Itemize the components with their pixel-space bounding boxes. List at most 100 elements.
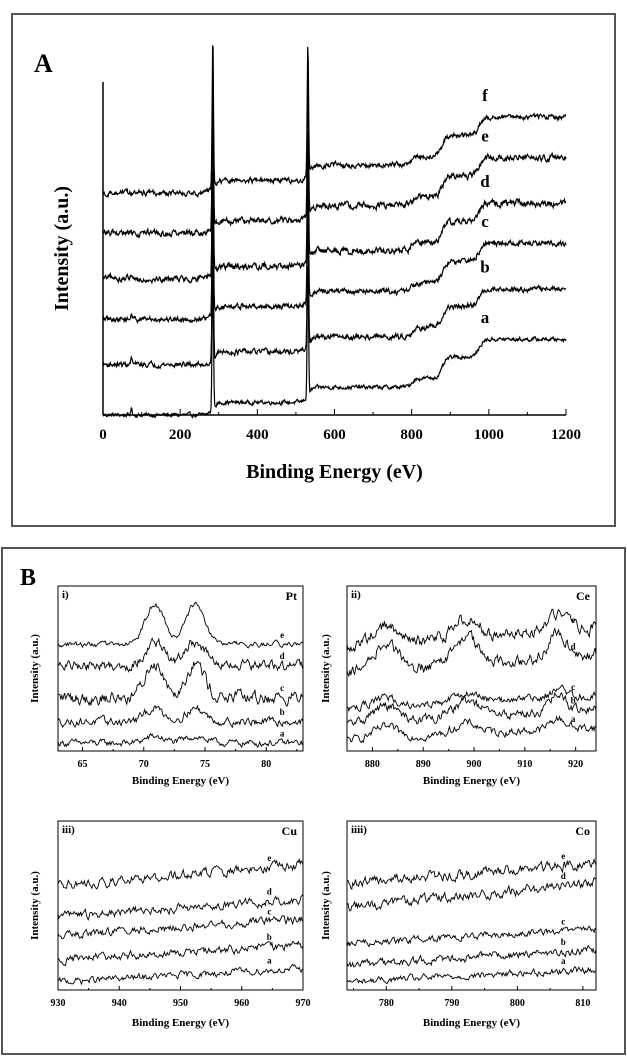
panel-b-iiii-series-d-line <box>346 876 597 912</box>
panel-b-iii-element-label: Cu <box>282 824 298 838</box>
panel-b-i-series-d-line <box>57 637 304 673</box>
panel-b-ii-series-e-label: e <box>571 615 575 625</box>
panel-b-iii-tag: iii) <box>62 824 75 836</box>
panel-b-iii-x-tick-label: 970 <box>296 998 311 1009</box>
panel-b-iii-series-b-line <box>57 940 304 967</box>
panel-b-i-x-axis-label: Binding Energy (eV) <box>132 775 230 787</box>
panel-a-series-a-line <box>102 266 567 419</box>
panel-b-i-series-c-line <box>57 660 304 707</box>
panel-a-x-tick-label: 800 <box>400 427 423 443</box>
panel-b-iii-series-e-label: e <box>267 853 271 863</box>
panel-b-iiii-x-tick-label: 780 <box>379 998 394 1009</box>
panel-a-series-d-label: d <box>480 172 490 191</box>
panel-b-i-series-b-label: b <box>280 707 285 717</box>
panel-b-ii-tag: ii) <box>351 589 361 601</box>
panel-a-series-a-label: a <box>481 308 490 327</box>
panel-b-frame <box>1 547 626 1055</box>
panel-b-iii-x-tick-label: 930 <box>51 998 66 1009</box>
panel-a-series-b-label: b <box>480 258 489 277</box>
panel-b-ii-x-tick-label: 900 <box>467 759 482 770</box>
charts-layer: 0 200 400 600 800 1000 1200 Binding Energy (eV)… <box>29 45 597 1029</box>
panel-b-letter: B <box>20 565 36 591</box>
panel-b-iiii-x-axis-label: Binding Energy (eV) <box>423 1017 521 1029</box>
panel-b-i-x-tick-label: 65 <box>78 759 88 770</box>
panel-a-series-e-line <box>102 84 567 239</box>
panel-b-ii-series-c-label: c <box>571 682 575 692</box>
panel-b-i-x-tick-label: 75 <box>200 759 210 770</box>
panel-b-i-series-a-label: a <box>280 728 285 738</box>
panel-b-iii-x-tick-label: 950 <box>173 998 188 1009</box>
panel-a-series-f-label: f <box>482 86 488 105</box>
panel-b-iii-series-c-line <box>57 915 304 940</box>
panel-b-i-series-a-line <box>57 732 304 749</box>
panel-b-iiii-series-b-label: b <box>561 937 566 947</box>
panel-b-iiii-series-e-line <box>346 857 597 891</box>
panel-a-x-tick-label: 200 <box>169 427 192 443</box>
panel-a-series-e-label: e <box>481 126 489 145</box>
panel-b-i-series-e-line <box>57 601 304 649</box>
panel-b-iiii-series-a-line <box>346 965 597 985</box>
panel-b-iiii-x-tick-label: 790 <box>444 998 459 1009</box>
panel-b-iiii-element-label: Co <box>575 824 590 838</box>
panel-b-iiii-series-c-label: c <box>561 916 565 926</box>
panel-b-i-element-label: Pt <box>286 589 297 603</box>
panel-a-x-tick-label: 600 <box>323 427 346 443</box>
panel-b-ii-plot-frame <box>346 585 597 752</box>
panel-b-ii-series-b-label: b <box>571 696 576 706</box>
panel-a-series-f-line <box>102 45 567 199</box>
panel-a-x-tick-label: 1200 <box>551 427 581 443</box>
panel-a-x-tick-label: 1000 <box>474 427 504 443</box>
panel-b-ii-series-a-label: a <box>571 714 576 724</box>
panel-b-i-series-e-label: e <box>280 630 284 640</box>
panel-b-iiii-x-tick-label: 810 <box>575 998 590 1009</box>
panel-b-ii-y-axis-label: Intensity (a.u.) <box>320 634 332 703</box>
panel-b-i-series-b-line <box>57 704 304 729</box>
panel-b-iiii-series-e-label: e <box>561 851 565 861</box>
panel-b-i-tag: i) <box>62 589 69 601</box>
panel-b-i-series-d-label: d <box>280 651 285 661</box>
panel-b-iii-y-axis-label: Intensity (a.u.) <box>29 871 41 940</box>
panel-a-x-tick-label: 0 <box>99 427 107 443</box>
panel-b-iii-series-a-line <box>57 963 304 986</box>
panel-b-ii-series-e-line <box>346 608 597 653</box>
panel-b-ii-element-label: Ce <box>576 589 591 603</box>
panel-b-ii-x-tick-label: 910 <box>517 759 532 770</box>
panel-b-i-x-tick-label: 70 <box>139 759 149 770</box>
panel-b-iiii-series-a-label: a <box>561 956 566 966</box>
panel-b-iii-series-e-line <box>57 857 304 890</box>
panel-b-iiii-series-b-line <box>346 944 597 968</box>
panel-a-x-tick-label: 400 <box>246 427 269 443</box>
panel-a-x-axis-label: Binding Energy (eV) <box>246 461 423 483</box>
panel-b-ii-x-tick-label: 880 <box>365 759 380 770</box>
panel-a-series-b-line <box>102 214 567 370</box>
panel-a-series-c-line <box>102 170 567 325</box>
panel-b-i-y-axis-label: Intensity (a.u.) <box>29 634 41 703</box>
panel-b-ii-series-a-line <box>346 714 597 744</box>
panel-a-series-c-label: c <box>481 212 489 231</box>
panel-a-frame <box>11 13 616 527</box>
panel-b-ii-x-axis-label: Binding Energy (eV) <box>423 775 521 787</box>
panel-b-iiii-y-axis-label: Intensity (a.u.) <box>320 871 332 940</box>
panel-b-i-x-tick-label: 80 <box>261 759 271 770</box>
panel-a-series-d-line <box>102 129 567 285</box>
panel-a-letter: A <box>34 49 53 78</box>
panel-b-iiii-series-d-label: d <box>561 871 566 881</box>
panel-a-y-axis-label: Intensity (a.u.) <box>51 186 73 311</box>
panel-b-iiii-x-tick-label: 800 <box>510 998 525 1009</box>
panel-b-iii-x-tick-label: 940 <box>112 998 127 1009</box>
panel-b-iii-series-b-label: b <box>267 932 272 942</box>
panel-b-iii-series-c-label: c <box>267 907 271 917</box>
panel-b-iii-x-tick-label: 960 <box>234 998 249 1009</box>
panel-b-iiii-series-c-line <box>346 925 597 948</box>
panel-b-ii-series-c-line <box>346 684 597 713</box>
panel-b-ii-series-d-label: d <box>571 641 576 651</box>
panel-b-ii-x-tick-label: 890 <box>416 759 431 770</box>
panel-b-ii-series-d-line <box>346 627 597 678</box>
panel-b-iii-series-a-label: a <box>267 956 272 966</box>
panel-b-iii-series-d-line <box>57 893 304 921</box>
panel-b-ii-x-tick-label: 920 <box>568 759 583 770</box>
panel-b-ii-series-b-line <box>346 691 597 726</box>
panel-b-iiii-plot-frame <box>346 820 597 991</box>
panel-b-i-series-c-label: c <box>280 683 284 693</box>
